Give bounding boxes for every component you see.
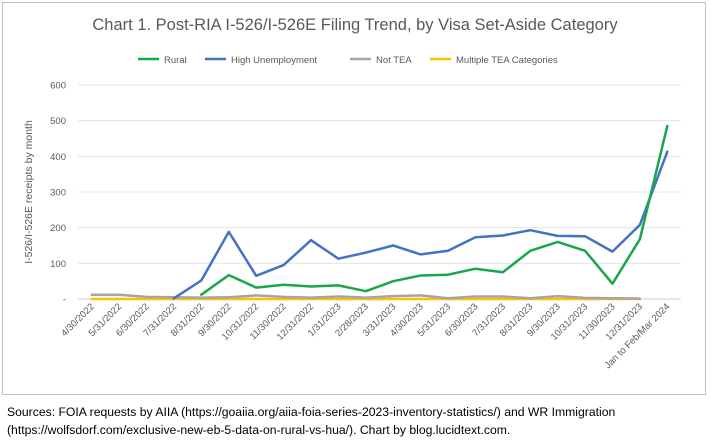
- y-tick-label-200: 200: [50, 223, 66, 234]
- series-line-2: [90, 293, 642, 300]
- y-tick-label-100: 100: [50, 259, 66, 270]
- y-tick-label-600: 600: [50, 81, 66, 92]
- y-tick-label-500: 500: [50, 116, 66, 127]
- series-line-0: [200, 124, 669, 296]
- legend-label-0: Rural: [164, 55, 187, 66]
- chart: Chart 1. Post-RIA I-526/I-526E Filing Tr…: [23, 16, 681, 371]
- legend-label-3: Multiple TEA Categories: [456, 55, 558, 66]
- legend-label-1: High Unemployment: [231, 55, 317, 66]
- chart-title: Chart 1. Post-RIA I-526/I-526E Filing Tr…: [92, 16, 618, 34]
- y-tick-label-300: 300: [50, 188, 66, 199]
- chart-frame: Chart 1. Post-RIA I-526/I-526E Filing Tr…: [2, 2, 706, 395]
- series-line-1: [172, 150, 669, 300]
- legend-label-2: Not TEA: [376, 55, 412, 66]
- y-tick-label-0: -: [63, 295, 66, 306]
- y-tick-label-400: 400: [50, 152, 66, 163]
- sources-line-2: (https://wolfsdorf.com/exclusive-new-eb-…: [7, 423, 511, 437]
- sources-note: Sources: FOIA requests by AIIA (https://…: [7, 403, 705, 439]
- sources-line-1: Sources: FOIA requests by AIIA (https://…: [7, 405, 616, 419]
- y-axis-title: I-526/I-526E receipts by month: [23, 120, 35, 264]
